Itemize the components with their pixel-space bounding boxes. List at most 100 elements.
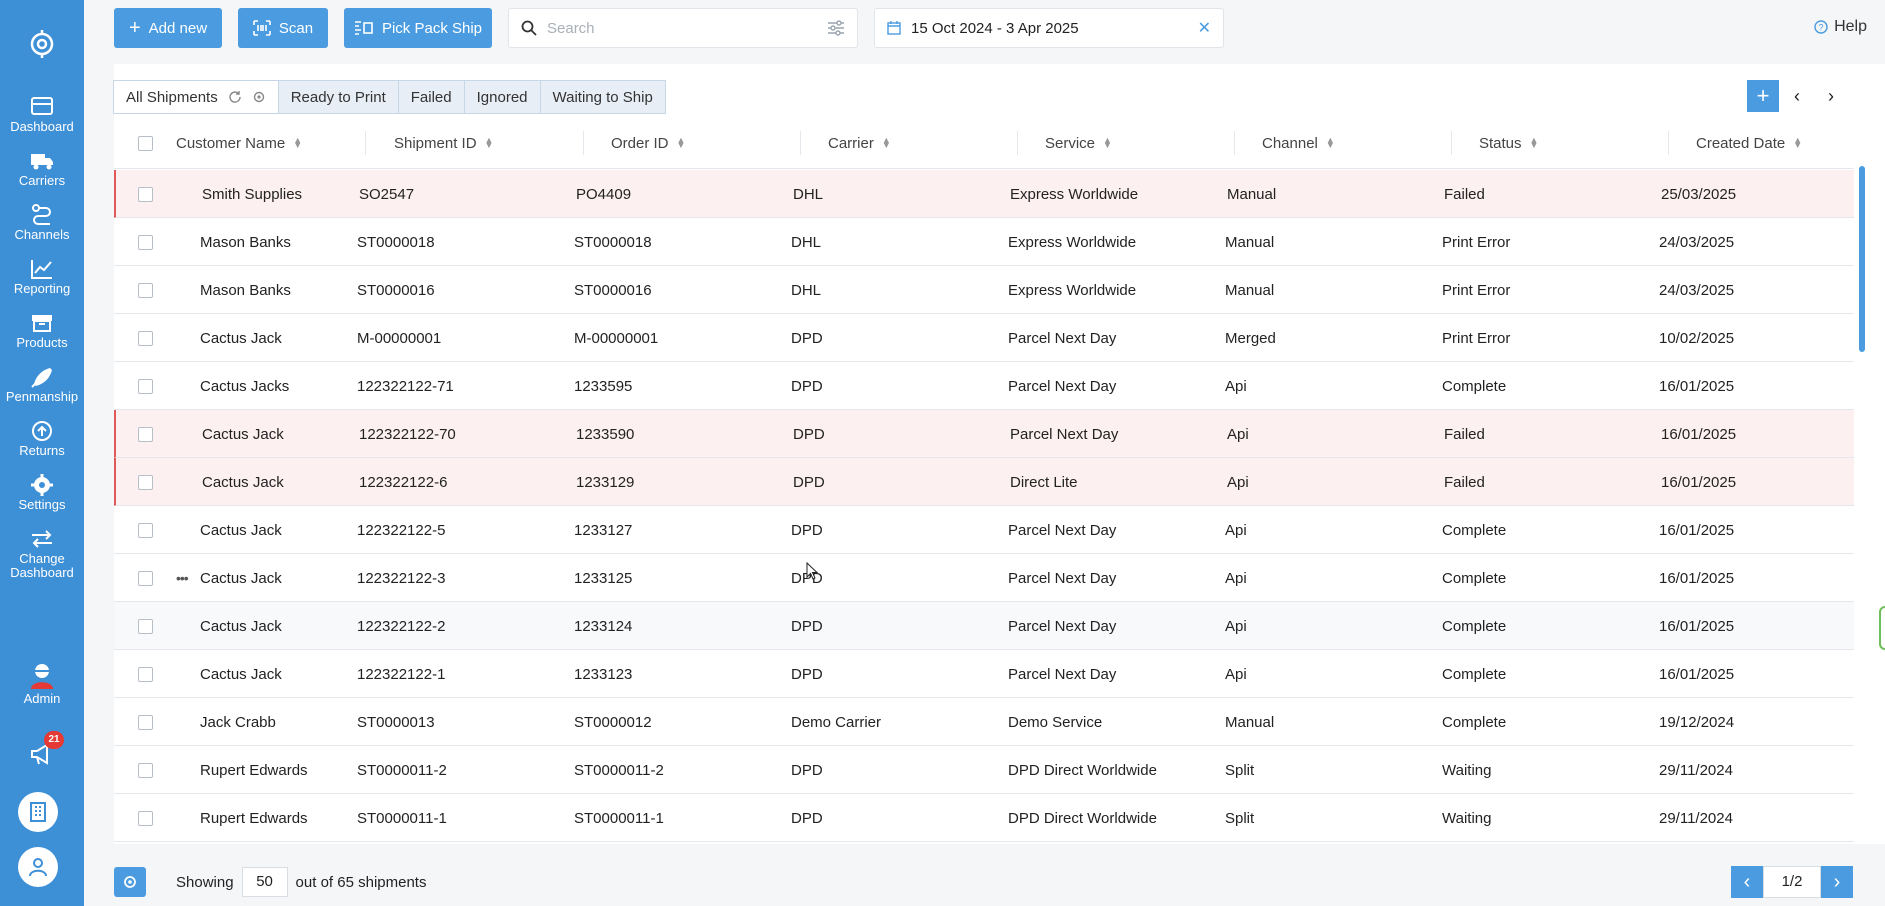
sidebar-item-admin[interactable]: Admin: [0, 662, 84, 706]
row-checkbox[interactable]: [138, 426, 153, 442]
cell-shipment-id[interactable]: 122322122-5: [357, 521, 446, 539]
prev-page-button[interactable]: ‹: [1731, 866, 1763, 898]
filter-sliders-icon[interactable]: [827, 20, 845, 36]
help-link[interactable]: ? Help: [1814, 18, 1867, 36]
cell-carrier: DPD: [793, 425, 825, 443]
tab-failed[interactable]: Failed: [397, 80, 465, 114]
add-new-button[interactable]: + Add new: [114, 8, 222, 48]
cell-shipment-id[interactable]: 122322122-1: [357, 665, 446, 683]
clear-date-icon[interactable]: ✕: [1197, 20, 1211, 37]
cell-shipment-id[interactable]: ST0000011-1: [357, 809, 447, 827]
row-checkbox[interactable]: [138, 234, 153, 250]
tab-all-shipments[interactable]: All Shipments: [113, 80, 279, 114]
table-row[interactable]: Cactus Jack 122322122-1 1233123 DPD Parc…: [114, 650, 1854, 698]
next-page-button[interactable]: ›: [1821, 866, 1853, 898]
table-row[interactable]: Smith Supplies SO2547 PO4409 DHL Express…: [114, 170, 1854, 218]
cell-shipment-id[interactable]: ST0000018: [357, 233, 435, 251]
column-service[interactable]: Service ▲ ▼: [1045, 117, 1235, 169]
tab-ready-to-print[interactable]: Ready to Print: [277, 80, 399, 114]
row-checkbox[interactable]: [138, 330, 153, 346]
scan-button[interactable]: Scan: [238, 8, 328, 48]
cell-shipment-id[interactable]: SO2547: [359, 185, 415, 203]
sidebar-item-label: Returns: [19, 443, 65, 458]
table-row[interactable]: ••• Cactus Jack 122322122-3 1233125 DPD …: [114, 554, 1854, 602]
row-checkbox[interactable]: [138, 570, 153, 586]
column-shipment-id[interactable]: Shipment ID ▲ ▼: [394, 117, 584, 169]
sidebar-item-returns[interactable]: Returns: [0, 420, 84, 458]
organization-button[interactable]: [18, 792, 58, 832]
tab-waiting-to-ship[interactable]: Waiting to Ship: [539, 80, 666, 114]
cell-created-date: 16/01/2025: [1659, 665, 1735, 683]
row-checkbox[interactable]: [138, 282, 153, 298]
cell-shipment-id[interactable]: ST0000016: [357, 281, 435, 299]
table-row[interactable]: Jack Crabb ST0000013 ST0000012 Demo Carr…: [114, 698, 1854, 746]
table-row[interactable]: Rupert Edwards ST0000011-2 ST0000011-2 D…: [114, 746, 1854, 794]
cell-shipment-id[interactable]: M-00000001: [357, 329, 442, 347]
row-actions-icon[interactable]: •••: [176, 570, 189, 586]
tab-settings-gear-icon[interactable]: [252, 90, 266, 104]
column-status[interactable]: Status ▲ ▼: [1479, 117, 1669, 169]
row-checkbox[interactable]: [138, 522, 153, 538]
row-checkbox[interactable]: [138, 378, 153, 394]
table-row[interactable]: Cactus Jack 122322122-70 1233590 DPD Par…: [114, 410, 1854, 458]
table-row[interactable]: Cactus Jack M-00000001 M-00000001 DPD Pa…: [114, 314, 1854, 362]
table-row[interactable]: Cactus Jack 122322122-6 1233129 DPD Dire…: [114, 458, 1854, 506]
table-row[interactable]: Cactus Jacks 122322122-71 1233595 DPD Pa…: [114, 362, 1854, 410]
row-checkbox[interactable]: [138, 666, 153, 682]
sidebar-item-dashboard[interactable]: Dashboard: [0, 96, 84, 134]
sidebar-item-change-dashboard[interactable]: Change Dashboard: [0, 528, 84, 580]
table-row[interactable]: Rupert Edwards ST0000011-1 ST0000011-1 D…: [114, 794, 1854, 842]
column-channel[interactable]: Channel ▲ ▼: [1262, 117, 1452, 169]
table-row[interactable]: Cactus Jack 122322122-5 1233127 DPD Parc…: [114, 506, 1854, 554]
date-range-picker[interactable]: 15 Oct 2024 - 3 Apr 2025 ✕: [874, 8, 1224, 48]
sidebar-item-settings[interactable]: Settings: [0, 474, 84, 512]
cell-shipment-id[interactable]: 122322122-71: [357, 377, 454, 395]
tab-scroll-left-button[interactable]: ‹: [1781, 80, 1813, 112]
cell-shipment-id[interactable]: 122322122-2: [357, 617, 446, 635]
row-checkbox[interactable]: [138, 762, 153, 778]
sidebar-item-reporting[interactable]: Reporting: [0, 258, 84, 296]
cell-shipment-id[interactable]: ST0000013: [357, 713, 435, 731]
row-checkbox[interactable]: [138, 186, 153, 202]
tab-scroll-right-button[interactable]: ›: [1815, 80, 1847, 112]
sidebar-item-penmanship[interactable]: Penmanship: [0, 366, 84, 404]
add-tab-button[interactable]: +: [1747, 80, 1779, 112]
row-checkbox[interactable]: [138, 714, 153, 730]
row-checkbox[interactable]: [138, 618, 153, 634]
column-carrier[interactable]: Carrier ▲ ▼: [828, 117, 1018, 169]
column-order-id[interactable]: Order ID ▲ ▼: [611, 117, 801, 169]
table-row[interactable]: Mason Banks ST0000018 ST0000018 DHL Expr…: [114, 218, 1854, 266]
cell-shipment-id[interactable]: 122322122-70: [359, 425, 456, 443]
profile-button[interactable]: [18, 847, 58, 887]
cell-order-id: PO4409: [576, 185, 632, 203]
top-toolbar: + Add new Scan Pick Pack Ship Search 15 …: [84, 0, 1885, 64]
table-settings-button[interactable]: [114, 867, 146, 897]
row-checkbox[interactable]: [138, 474, 153, 490]
search-box[interactable]: Search: [508, 8, 858, 48]
vertical-scrollbar[interactable]: [1859, 166, 1865, 352]
cell-shipment-id[interactable]: 122322122-6: [359, 473, 448, 491]
cell-shipment-id[interactable]: 122322122-3: [357, 569, 446, 587]
refresh-icon[interactable]: [228, 90, 242, 104]
column-created-date[interactable]: Created Date ▲ ▼: [1696, 117, 1846, 169]
table-row[interactable]: Cactus Jack 122322122-2 1233124 DPD Parc…: [114, 602, 1854, 650]
row-checkbox[interactable]: [138, 810, 153, 826]
page-size-input[interactable]: 50: [241, 867, 288, 897]
tab-ignored[interactable]: Ignored: [463, 80, 541, 114]
pick-pack-ship-button[interactable]: Pick Pack Ship: [344, 8, 492, 48]
app-logo[interactable]: [22, 24, 62, 64]
column-customer-name[interactable]: Customer Name ▲ ▼: [176, 117, 366, 169]
search-input[interactable]: Search: [547, 19, 595, 37]
gear-icon: [31, 474, 53, 496]
sidebar-item-products[interactable]: Products: [0, 312, 84, 350]
announcements-button[interactable]: [0, 742, 84, 766]
cell-shipment-id[interactable]: ST0000011-2: [357, 761, 447, 779]
sidebar-item-carriers[interactable]: Carriers: [0, 150, 84, 188]
plus-icon: +: [128, 17, 141, 39]
sidebar-item-channels[interactable]: Channels: [0, 204, 84, 242]
sidebar-item-label: Products: [16, 335, 68, 350]
select-all-checkbox[interactable]: [138, 135, 153, 151]
table-row[interactable]: Mason Banks ST0000016 ST0000016 DHL Expr…: [114, 266, 1854, 314]
side-feedback-tab[interactable]: [1879, 606, 1885, 650]
cell-customer: Cactus Jack: [200, 665, 282, 683]
